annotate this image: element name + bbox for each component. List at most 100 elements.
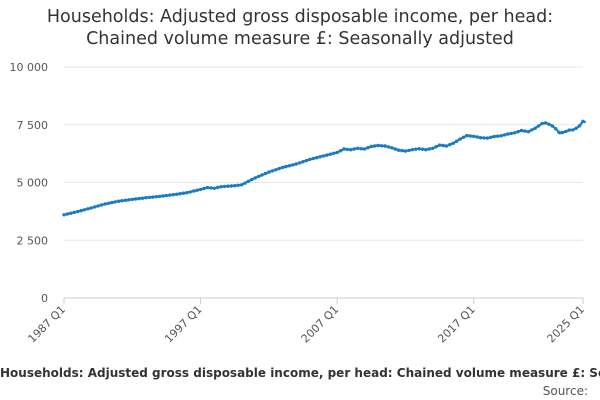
data-point bbox=[530, 128, 534, 132]
data-point bbox=[523, 129, 527, 133]
data-point bbox=[65, 212, 70, 216]
data-point bbox=[362, 147, 367, 151]
data-point bbox=[577, 124, 582, 128]
data-point bbox=[233, 184, 237, 188]
data-point bbox=[564, 129, 568, 134]
data-point bbox=[478, 136, 483, 140]
data-point bbox=[263, 171, 268, 176]
data-point bbox=[345, 147, 350, 152]
data-point bbox=[475, 135, 479, 139]
data-point bbox=[171, 193, 175, 197]
data-point bbox=[482, 136, 486, 140]
data-point bbox=[355, 146, 360, 150]
data-point bbox=[315, 156, 319, 160]
data-point bbox=[93, 205, 97, 209]
data-point bbox=[465, 133, 469, 138]
data-point bbox=[420, 147, 425, 151]
data-point bbox=[188, 190, 192, 194]
data-point bbox=[164, 193, 169, 198]
data-point bbox=[116, 199, 121, 203]
data-point bbox=[205, 185, 210, 190]
chart-title: Households: Adjusted gross disposable in… bbox=[0, 6, 600, 50]
data-point bbox=[274, 168, 278, 172]
data-point bbox=[424, 148, 428, 152]
data-point bbox=[519, 128, 524, 133]
data-point bbox=[308, 157, 312, 162]
data-point bbox=[209, 186, 213, 190]
data-point bbox=[396, 148, 401, 152]
y-tick-label: 5 000 bbox=[17, 177, 49, 190]
data-point bbox=[495, 134, 500, 138]
data-point bbox=[437, 143, 442, 147]
data-point bbox=[216, 185, 220, 190]
data-point bbox=[304, 158, 309, 163]
data-point bbox=[441, 143, 445, 148]
data-point bbox=[291, 163, 295, 167]
data-point bbox=[79, 209, 83, 213]
data-point bbox=[359, 147, 363, 151]
data-point bbox=[366, 146, 370, 150]
data-point bbox=[489, 135, 493, 139]
data-point bbox=[554, 127, 558, 131]
data-point bbox=[352, 147, 356, 151]
x-tick-label: 1987 Q1 bbox=[26, 303, 69, 346]
data-point bbox=[229, 184, 233, 188]
data-point bbox=[243, 181, 247, 185]
data-point bbox=[185, 191, 189, 195]
data-point bbox=[120, 199, 124, 203]
data-point bbox=[106, 201, 111, 205]
data-point bbox=[369, 144, 373, 149]
data-point bbox=[198, 187, 203, 192]
data-point bbox=[236, 183, 240, 187]
data-point bbox=[89, 206, 94, 210]
data-point bbox=[335, 150, 339, 155]
data-point bbox=[543, 121, 548, 125]
data-point bbox=[161, 194, 165, 198]
data-point bbox=[134, 197, 138, 201]
x-tick-label: 2017 Q1 bbox=[435, 303, 478, 346]
data-point bbox=[178, 192, 182, 196]
data-point bbox=[448, 142, 452, 147]
data-point bbox=[222, 184, 227, 189]
data-point bbox=[461, 135, 466, 139]
data-point bbox=[502, 133, 507, 137]
data-point bbox=[113, 200, 117, 204]
data-point bbox=[297, 161, 302, 165]
data-point bbox=[458, 137, 462, 141]
data-point bbox=[417, 147, 421, 151]
data-point bbox=[301, 160, 305, 164]
data-point bbox=[62, 213, 66, 217]
grid-layer bbox=[64, 66, 583, 299]
data-point bbox=[137, 196, 141, 201]
legend-text: Households: Adjusted gross disposable in… bbox=[0, 366, 600, 380]
data-point bbox=[82, 208, 87, 212]
y-tick-label: 2 500 bbox=[17, 234, 49, 247]
data-point bbox=[427, 147, 431, 151]
data-point bbox=[451, 141, 455, 145]
data-point bbox=[260, 173, 264, 177]
data-point bbox=[373, 144, 377, 148]
data-point bbox=[499, 134, 503, 138]
data-point bbox=[414, 147, 418, 151]
data-point bbox=[403, 149, 408, 153]
data-point bbox=[175, 192, 179, 196]
data-point bbox=[434, 145, 438, 149]
data-point bbox=[270, 169, 274, 173]
data-point bbox=[328, 152, 332, 156]
data-point bbox=[103, 202, 107, 206]
y-tick-label: 0 bbox=[41, 292, 48, 305]
chart-title-line-1: Households: Adjusted gross disposable in… bbox=[46, 7, 554, 27]
data-point bbox=[383, 144, 387, 148]
data-point bbox=[379, 144, 384, 148]
data-point bbox=[321, 154, 326, 158]
data-point bbox=[267, 170, 271, 174]
data-point bbox=[130, 197, 134, 202]
data-point bbox=[110, 200, 114, 205]
data-point bbox=[280, 165, 285, 170]
data-point bbox=[250, 177, 254, 182]
data-point bbox=[516, 130, 520, 134]
data-point bbox=[338, 149, 343, 153]
data-point bbox=[311, 156, 315, 161]
data-point bbox=[151, 195, 155, 199]
data-point bbox=[219, 185, 223, 189]
